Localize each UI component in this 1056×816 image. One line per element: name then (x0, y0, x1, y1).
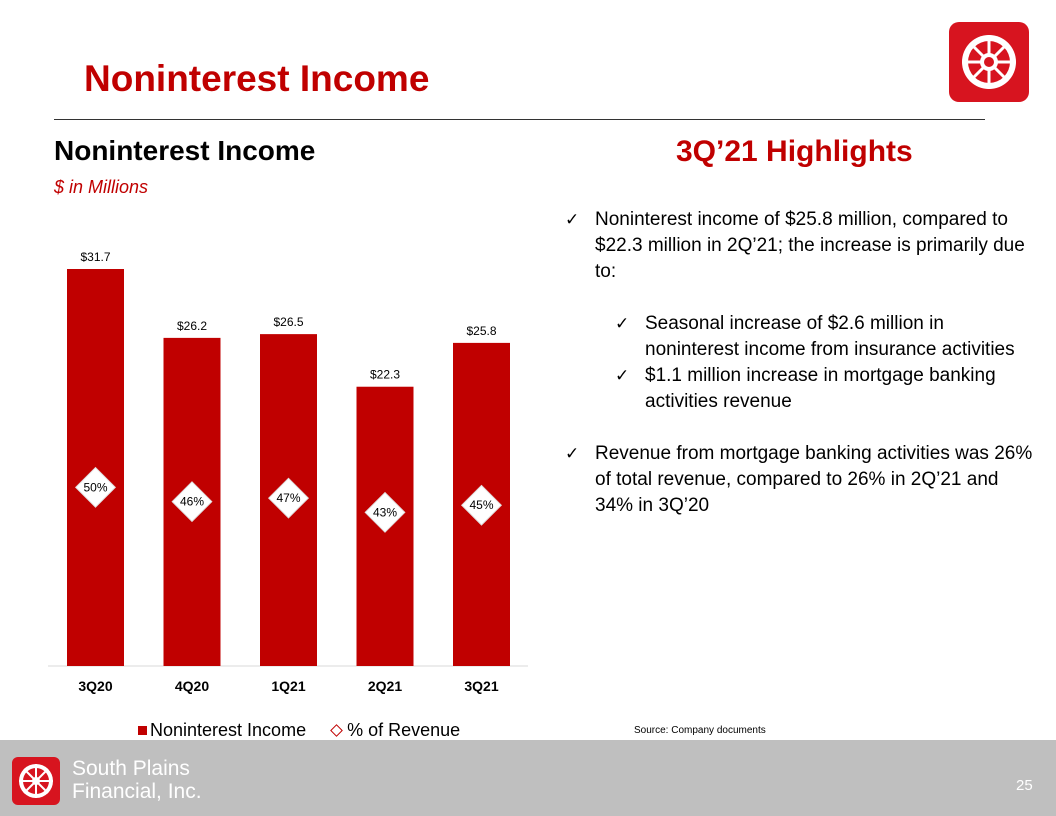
highlights-title: 3Q’21 Highlights (676, 135, 913, 168)
title-divider (54, 119, 985, 120)
highlights-list: ✓ Noninterest income of $25.8 million, c… (565, 207, 1035, 545)
x-tick-label: 4Q20 (175, 678, 209, 694)
x-tick-label: 1Q21 (271, 678, 305, 694)
highlight-subtext-2: $1.1 million increase in mortgage bankin… (645, 365, 996, 412)
bar-chart: $31.7 50% 3Q20 $26.2 46% 4Q20 $26.5 47% 1Q21 $22.… (48, 250, 528, 694)
checkmark-icon: ✓ (565, 210, 580, 229)
pct-marker-2Q21 (364, 491, 406, 533)
legend-noninterest-income: Noninterest Income (150, 720, 307, 740)
highlight-bullet-2: ✓ Revenue from mortgage banking activiti… (565, 441, 1035, 519)
bar-value-label: $26.5 (273, 315, 303, 329)
pct-marker-3Q21 (460, 484, 503, 526)
footer-logo (12, 757, 60, 805)
pct-label: 50% (83, 480, 107, 494)
legend-diamond-icon (330, 724, 343, 737)
pct-label: 47% (276, 491, 300, 505)
chart-subtitle: $ in Millions (54, 177, 149, 197)
page-number: 25 (1016, 777, 1033, 794)
bar-value-label: $22.3 (370, 368, 400, 382)
bar-value-label: $31.7 (80, 250, 110, 264)
pct-label: 45% (469, 498, 493, 512)
highlight-subtext-1: Seasonal increase of $2.6 million in non… (645, 313, 1015, 360)
highlight-bullet-1: ✓ Noninterest income of $25.8 million, c… (565, 207, 1035, 285)
chart-title: Noninterest Income (54, 135, 316, 166)
highlight-text-2: Revenue from mortgage banking activities… (595, 443, 1033, 516)
checkmark-icon: ✓ (615, 366, 630, 385)
legend-pct-revenue: % of Revenue (347, 720, 461, 740)
x-tick-label: 2Q21 (368, 678, 402, 694)
company-name: South Plains Financial, Inc. (72, 757, 202, 803)
bar-value-label: $26.2 (177, 319, 207, 333)
x-tick-label: 3Q21 (464, 678, 498, 694)
checkmark-icon: ✓ (565, 444, 580, 463)
company-name-line2: Financial, Inc. (72, 780, 202, 803)
company-name-line1: South Plains (72, 757, 190, 780)
x-tick-label: 3Q20 (78, 678, 112, 694)
footer-bar (0, 740, 1056, 816)
source-note: Source: Company documents (634, 725, 766, 736)
highlight-subbullet-1: ✓ Seasonal increase of $2.6 million in n… (615, 311, 1035, 363)
pct-label: 43% (373, 505, 397, 519)
slide-title: Noninterest Income (84, 58, 430, 99)
pct-label: 46% (180, 495, 204, 509)
legend-bar-swatch (138, 726, 147, 735)
chart-legend: Noninterest Income % of Revenue (138, 720, 460, 741)
pct-marker-3Q20 (74, 466, 117, 508)
pct-marker-4Q20 (171, 481, 213, 523)
checkmark-icon: ✓ (615, 314, 630, 333)
bar-value-label: $25.8 (466, 324, 496, 338)
company-logo (949, 22, 1029, 102)
highlight-text-1: Noninterest income of $25.8 million, com… (595, 209, 1025, 282)
pct-marker-1Q21 (267, 477, 310, 519)
highlight-subbullet-2: ✓ $1.1 million increase in mortgage bank… (615, 363, 1035, 415)
